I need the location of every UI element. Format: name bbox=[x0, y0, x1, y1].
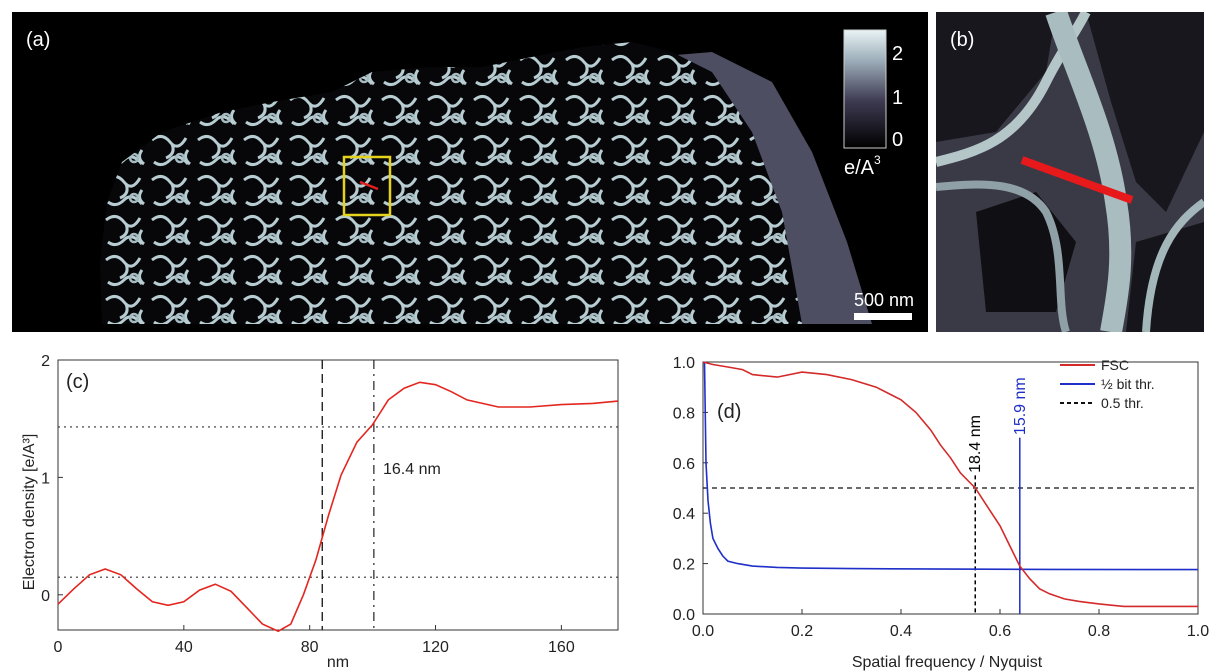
x-tick-label: 0.6 bbox=[989, 623, 1011, 640]
profile-line bbox=[1020, 156, 1134, 204]
y-tick-label: 0.0 bbox=[673, 607, 695, 624]
scalebar-label: 500 nm bbox=[854, 290, 914, 310]
x-tick-label: 1.0 bbox=[1187, 623, 1209, 640]
x-tick-label: 40 bbox=[175, 639, 193, 656]
legend-label-fsc: FSC bbox=[1101, 357, 1129, 373]
colorbar-tick-1: 1 bbox=[892, 87, 903, 109]
plot-frame bbox=[57, 359, 619, 631]
fsc-chart: (d) Spatial frequency / Nyquist FSC ½ bi… bbox=[673, 355, 1209, 671]
tomogram-slice-image: 2 1 0 e/A3 500 nm (a) bbox=[12, 12, 928, 332]
colorbar-unit: e/A3 bbox=[844, 153, 881, 179]
halfbit-threshold-line bbox=[703, 361, 1199, 571]
x-tick-label: 0.8 bbox=[1088, 623, 1110, 640]
x-tick-label: 0.4 bbox=[890, 623, 912, 640]
x-tick-label: 160 bbox=[548, 639, 575, 656]
y-tick-label: 0.2 bbox=[673, 557, 695, 574]
y-tick-label: 1.0 bbox=[673, 355, 695, 372]
scalebar bbox=[854, 313, 912, 320]
chart-d-xlabel: Spatial frequency / Nyquist bbox=[852, 654, 1043, 671]
chart-c-ylabel: Electron density [e/A³] bbox=[21, 434, 38, 591]
colorbar bbox=[843, 29, 887, 149]
zoomed-detail-image: (b) bbox=[936, 12, 1204, 332]
chart-c-xlabel: nm bbox=[327, 654, 349, 671]
resolution-label-15: 15.9 nm bbox=[1012, 377, 1029, 435]
y-tick-label: 0.4 bbox=[673, 506, 695, 523]
y-tick-label: 0.8 bbox=[673, 405, 695, 422]
panel-d-label: (d) bbox=[717, 401, 741, 423]
panel-c-label: (c) bbox=[66, 371, 89, 393]
wall-strand bbox=[1142, 198, 1204, 332]
y-tick-label: 2 bbox=[41, 353, 50, 370]
porous-sample bbox=[100, 42, 802, 324]
colorbar-tick-0: 0 bbox=[892, 129, 903, 151]
chart-c-annotation: 16.4 nm bbox=[383, 461, 441, 478]
dark-pore bbox=[1086, 12, 1204, 212]
density-profile-chart: (c) 16.4 nm nm Electron density [e/A³] 0… bbox=[21, 353, 619, 671]
density-profile-line bbox=[57, 381, 619, 633]
x-tick-label: 0.2 bbox=[791, 623, 813, 640]
resolution-label-18: 18.4 nm bbox=[967, 415, 984, 473]
legend-label-halfbit: ½ bit thr. bbox=[1101, 376, 1155, 392]
x-tick-label: 80 bbox=[301, 639, 319, 656]
y-tick-label: 0.6 bbox=[673, 456, 695, 473]
x-tick-label: 0.0 bbox=[692, 623, 714, 640]
colorbar-tick-2: 2 bbox=[892, 43, 903, 65]
x-tick-label: 0 bbox=[54, 639, 63, 656]
fsc-line bbox=[702, 361, 1198, 608]
panel-b-label: (b) bbox=[950, 29, 974, 51]
y-tick-label: 1 bbox=[41, 470, 50, 487]
tomogram-slice-svg: 2 1 0 e/A3 500 nm (a) bbox=[26, 29, 914, 324]
dark-pore bbox=[936, 12, 1056, 142]
chart-d-legend: FSC ½ bit thr. 0.5 thr. bbox=[1060, 357, 1155, 411]
panel-a-label: (a) bbox=[26, 29, 50, 51]
zoomed-detail-svg: (b) bbox=[936, 12, 1204, 332]
wall-strand bbox=[936, 180, 1070, 332]
y-tick-label: 0 bbox=[41, 588, 50, 605]
zoom-region-box bbox=[342, 155, 392, 217]
profile-line-small bbox=[359, 180, 379, 191]
x-tick-label: 120 bbox=[422, 639, 449, 656]
legend-label-05: 0.5 thr. bbox=[1101, 395, 1144, 411]
